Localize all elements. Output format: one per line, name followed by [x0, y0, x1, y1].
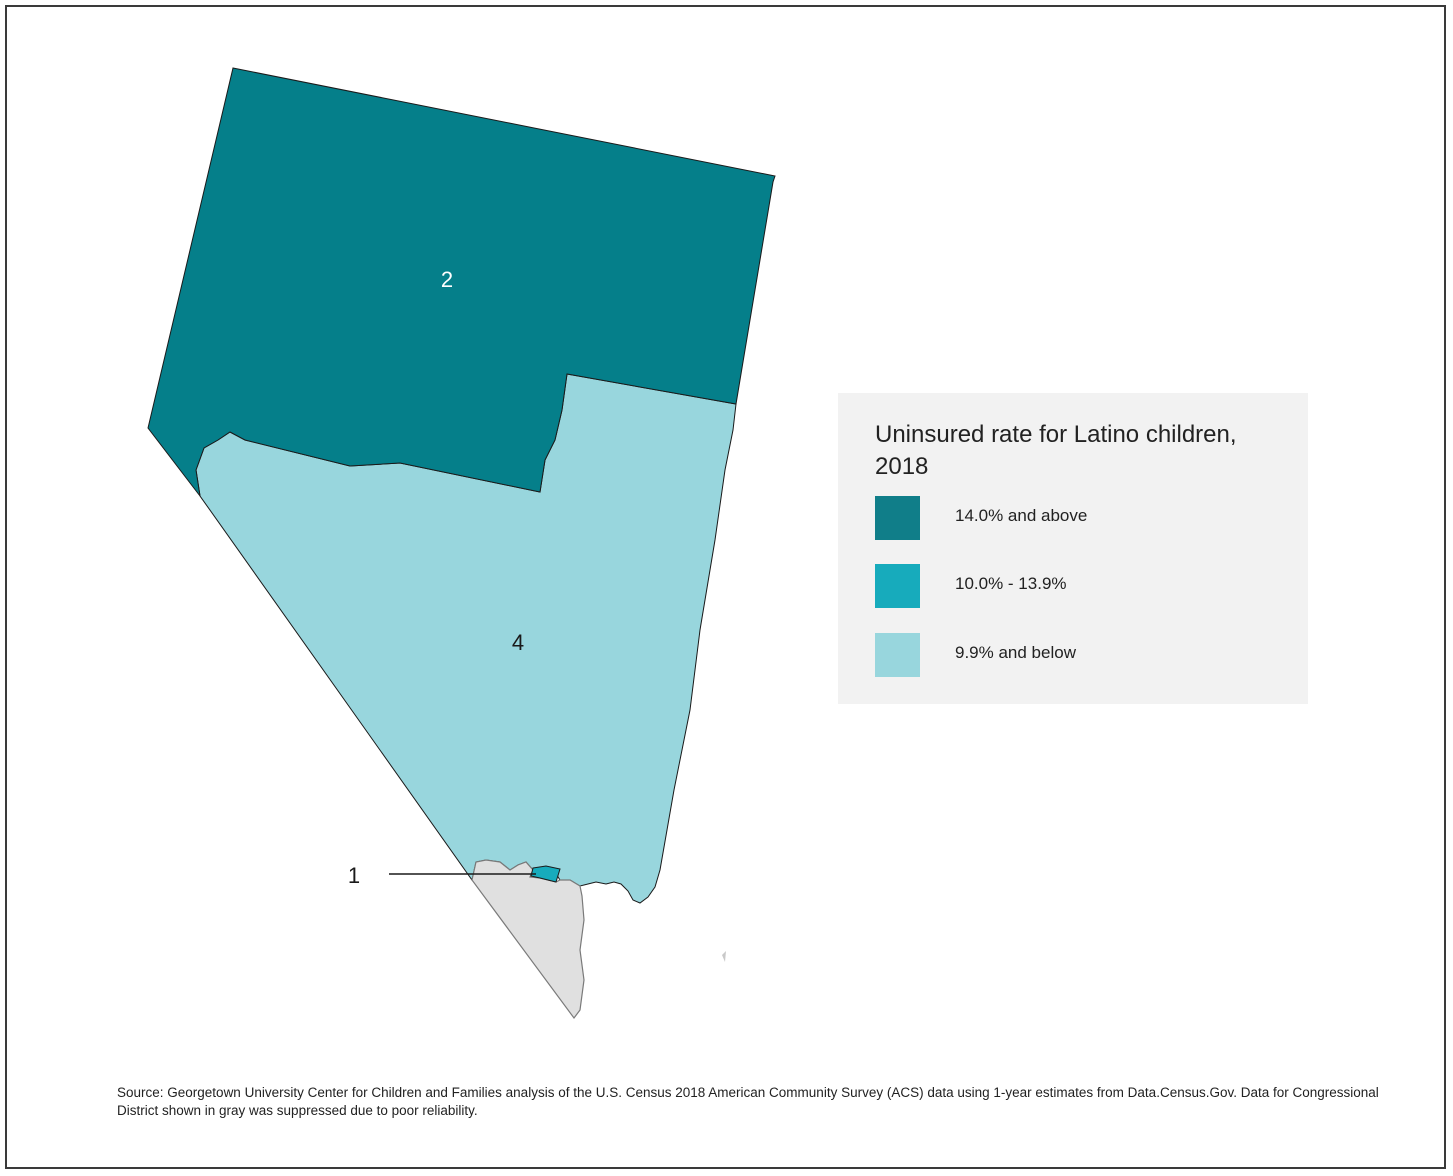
legend-label-mid: 10.0% - 13.9% — [955, 574, 1067, 593]
legend-swatch-low — [875, 633, 920, 677]
district-4-label: 4 — [512, 630, 524, 655]
district-1-region[interactable] — [530, 865, 561, 883]
legend-swatch-high — [875, 496, 920, 540]
legend-title: Uninsured rate for Latino children, 2018 — [875, 421, 1237, 480]
source-note: Source: Georgetown University Center for… — [117, 1085, 1379, 1118]
district-2-region[interactable] — [147, 67, 776, 497]
legend-label-high: 14.0% and above — [955, 506, 1088, 525]
legend-swatch-mid — [875, 564, 920, 608]
district-1-label: 1 — [348, 863, 360, 888]
district-2-label: 2 — [441, 267, 453, 292]
legend-panel: Uninsured rate for Latino children, 2018… — [838, 393, 1308, 704]
small-marker-glyph — [722, 951, 726, 962]
district-3-suppressed-region[interactable] — [471, 859, 585, 1020]
legend-label-low: 9.9% and below — [955, 643, 1076, 662]
